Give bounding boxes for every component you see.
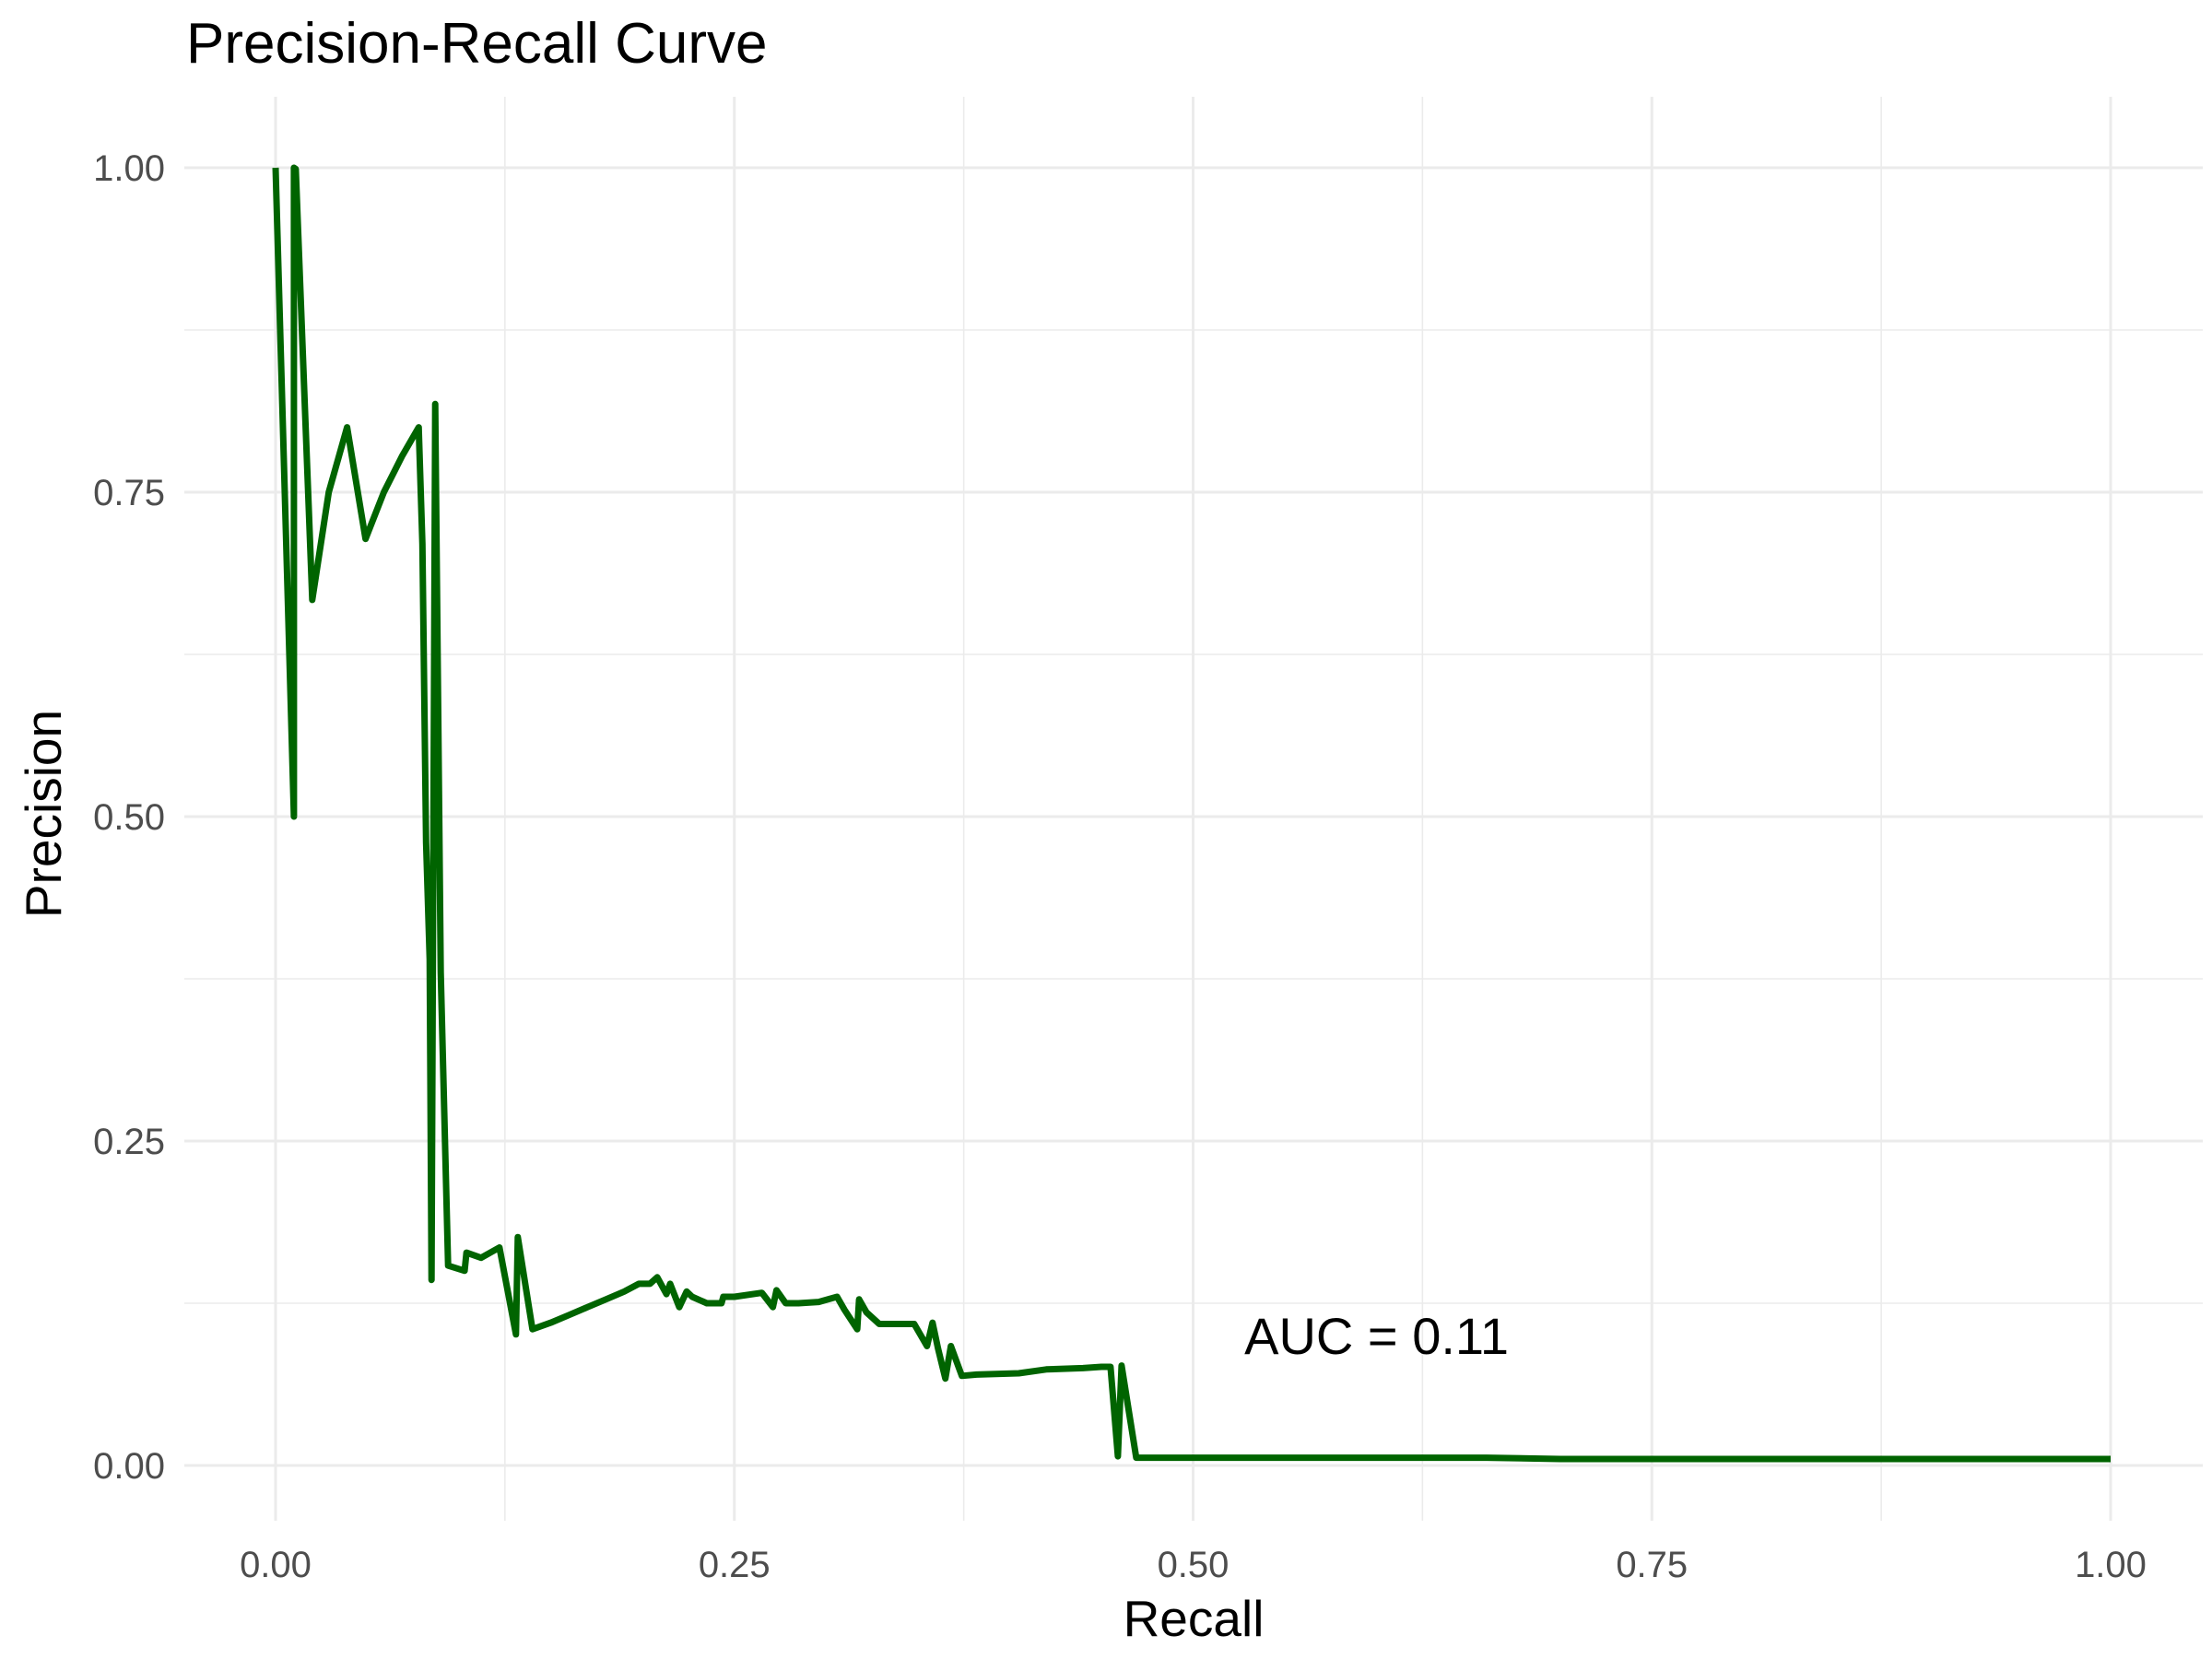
chart-title: Precision-Recall Curve (186, 12, 768, 76)
auc-annotation: AUC = 0.11 (1244, 1307, 1509, 1365)
y-tick-label: 0.50 (93, 797, 165, 838)
y-axis-title: Precision (15, 710, 72, 918)
series-layer (272, 164, 2111, 1463)
x-tick-label: 1.00 (2075, 1545, 2147, 1585)
x-tick-label: 0.50 (1158, 1545, 1230, 1585)
tick-labels: 0.00 0.25 0.50 0.75 1.00 0.00 0.25 0.50 0.75 1.00 (93, 148, 2147, 1585)
pr-curve-line (272, 164, 2111, 1463)
y-tick-label: 0.25 (93, 1122, 165, 1162)
x-tick-label: 0.00 (240, 1545, 312, 1585)
x-tick-label: 0.25 (699, 1545, 771, 1585)
y-tick-label: 0.75 (93, 473, 165, 513)
grid (184, 97, 2203, 1521)
x-axis-title: Recall (1124, 1590, 1265, 1647)
x-tick-label: 0.75 (1616, 1545, 1688, 1585)
y-tick-label: 1.00 (93, 148, 165, 189)
y-tick-label: 0.00 (93, 1446, 165, 1487)
